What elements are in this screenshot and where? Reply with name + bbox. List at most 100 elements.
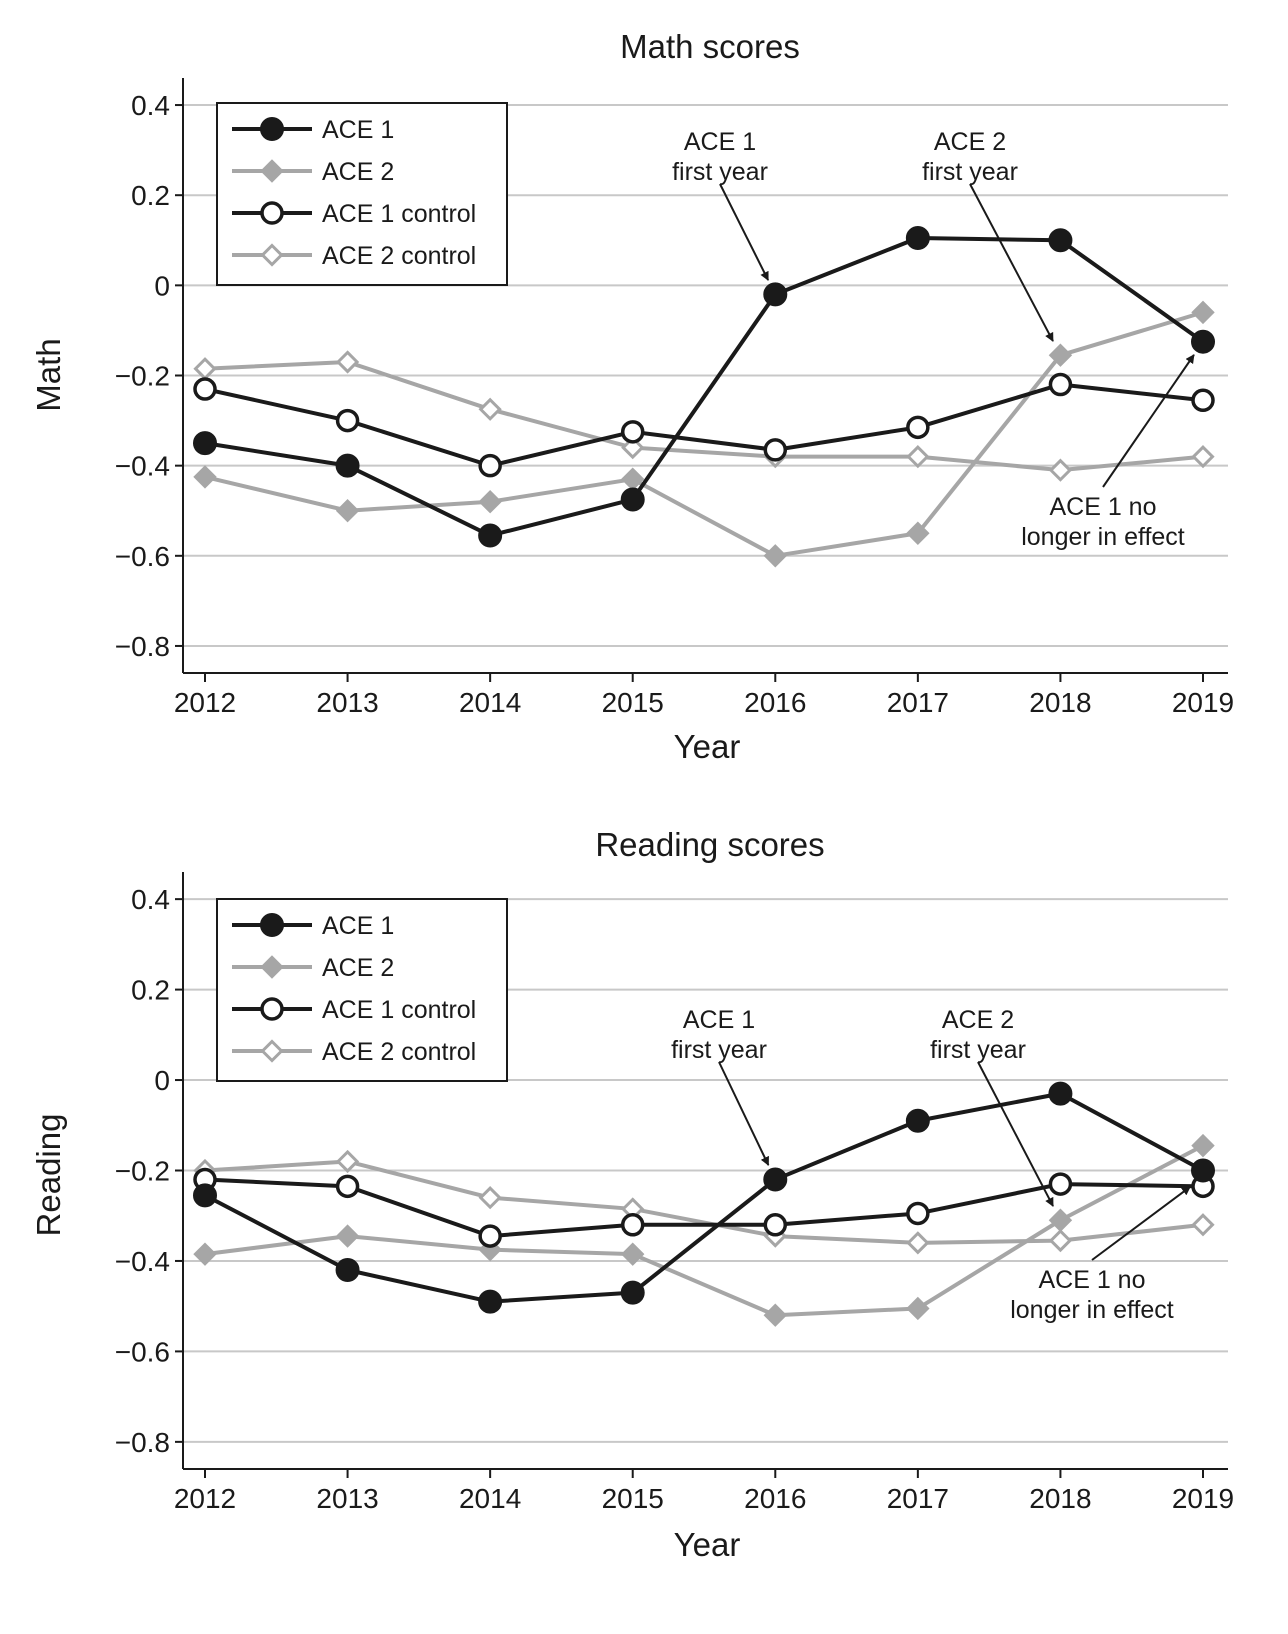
math-data-point <box>478 397 502 421</box>
math-annotation-text: first year <box>922 158 1018 186</box>
reading-x-tick-label: 2013 <box>316 1483 378 1514</box>
math-data-point <box>335 408 360 433</box>
math-data-point <box>335 350 360 374</box>
reading-annotation-text: ACE 1 <box>683 1006 755 1034</box>
reading-x-axis-label: Year <box>674 1526 741 1563</box>
reading-data-point <box>335 1258 360 1282</box>
math-annotation-text: ACE 1 <box>684 128 756 156</box>
reading-data-point <box>1048 1172 1073 1196</box>
math-legend-marker <box>260 243 284 267</box>
reading-y-tick-label: −0.8 <box>115 1427 170 1458</box>
math-data-point <box>906 415 930 440</box>
math-data-point <box>478 523 503 548</box>
reading-x-tick-label: 2015 <box>602 1483 664 1514</box>
reading-legend-label: ACE 2 control <box>322 1038 476 1066</box>
math-legend-label: ACE 1 control <box>322 200 476 228</box>
reading-annotation-arrow <box>977 1061 1054 1207</box>
math-scores-panel: Math scores Math Year 0.4 0.2 0 −0.2 −0.4 −0.… <box>30 28 1234 765</box>
math-x-tick-label: 2014 <box>459 687 521 718</box>
math-data-point <box>906 521 930 545</box>
math-data-point <box>620 420 645 444</box>
reading-data-point <box>478 1289 503 1314</box>
math-data-point <box>1048 372 1073 397</box>
math-series-line-ace-1-control <box>204 382 1204 468</box>
math-data-point <box>1048 458 1073 482</box>
math-series-line-ace-2-control <box>204 359 1204 473</box>
math-y-tick-label: −0.6 <box>115 541 170 572</box>
reading-data-point <box>763 1303 787 1327</box>
reading-data-point <box>1191 1158 1215 1183</box>
reading-data-point <box>1048 1208 1073 1232</box>
math-annotation-arrow <box>1102 354 1195 488</box>
reading-data-point <box>1191 1133 1215 1158</box>
reading-data-point <box>906 1231 930 1255</box>
reading-data-point <box>1191 1213 1215 1237</box>
reading-annotation-text: first year <box>671 1036 767 1064</box>
reading-x-tick-label: 2018 <box>1029 1483 1091 1514</box>
math-series-line-ace-2 <box>204 310 1204 558</box>
math-y-tick-label: −0.2 <box>115 361 170 392</box>
reading-y-axis-label: Reading <box>30 1114 67 1237</box>
math-x-tick-label: 2015 <box>602 687 664 718</box>
math-x-tick-label: 2012 <box>174 687 236 718</box>
reading-legend-marker <box>260 913 284 937</box>
math-y-tick-label: 0 <box>154 270 170 301</box>
math-data-point <box>1191 300 1215 325</box>
reading-annotation-text: ACE 1 no <box>1038 1266 1145 1294</box>
math-x-tick-label: 2019 <box>1172 687 1234 718</box>
math-legend-label: ACE 2 control <box>322 242 476 270</box>
reading-y-tick-label: −0.2 <box>115 1156 170 1187</box>
math-data-point <box>1191 445 1215 469</box>
reading-data-point <box>906 1201 930 1226</box>
reading-y-tick-label: 0.4 <box>131 884 170 915</box>
math-y-axis-label: Math <box>30 338 67 411</box>
reading-x-tick-label: 2014 <box>459 1483 521 1514</box>
reading-annotation-arrow <box>1091 1186 1191 1261</box>
reading-data-point <box>1048 1081 1073 1106</box>
math-legend-label: ACE 1 <box>322 116 394 144</box>
math-x-tick-label: 2018 <box>1029 687 1091 718</box>
math-legend-marker <box>260 117 284 141</box>
reading-data-point <box>621 1242 645 1266</box>
math-data-point <box>763 544 787 568</box>
reading-legend-label: ACE 2 <box>322 954 394 982</box>
reading-scores-panel: Reading scores Reading Year 0.4 0.2 0 −0.2 −… <box>30 826 1234 1563</box>
reading-data-point <box>335 1149 360 1174</box>
reading-annotation-text: ACE 2 <box>942 1006 1014 1034</box>
math-y-tick-label: −0.8 <box>115 631 170 662</box>
math-data-point <box>1191 388 1215 413</box>
reading-data-point <box>620 1213 645 1237</box>
math-data-point <box>193 377 217 401</box>
math-y-tick-label: −0.4 <box>115 451 170 482</box>
reading-data-point <box>193 1242 217 1266</box>
reading-annotation-text: longer in effect <box>1010 1296 1174 1324</box>
reading-y-tick-label: 0 <box>154 1065 170 1096</box>
reading-legend-marker <box>260 997 284 1021</box>
reading-series-line-ace-1-control <box>204 1177 1204 1239</box>
reading-legend-marker <box>260 1039 284 1063</box>
math-annotation-arrow <box>969 183 1054 342</box>
reading-data-point <box>478 1224 502 1248</box>
reading-data-point <box>335 1174 360 1199</box>
math-legend-label: ACE 2 <box>322 158 394 186</box>
math-data-point <box>478 453 502 478</box>
reading-x-tick-label: 2019 <box>1172 1483 1234 1514</box>
math-data-point <box>335 453 360 478</box>
reading-data-point <box>763 1167 788 1192</box>
math-annotation-text: first year <box>672 158 768 186</box>
reading-chart-title: Reading scores <box>595 826 824 863</box>
math-data-point <box>1048 343 1073 367</box>
reading-series-line-ace-2-control <box>204 1159 1204 1245</box>
math-annotation-text: ACE 2 <box>934 128 1006 156</box>
math-data-point <box>906 445 930 469</box>
math-data-point <box>621 435 645 460</box>
math-data-point <box>1048 228 1073 253</box>
math-y-tick-label: 0.4 <box>131 90 170 121</box>
math-data-point <box>763 438 788 462</box>
math-data-point <box>905 226 930 251</box>
reading-data-point <box>335 1224 360 1248</box>
math-y-tick-label: 0.2 <box>131 180 170 211</box>
math-data-point <box>335 499 360 523</box>
math-chart-title: Math scores <box>620 28 800 65</box>
math-annotation-text: ACE 1 no <box>1049 493 1156 521</box>
